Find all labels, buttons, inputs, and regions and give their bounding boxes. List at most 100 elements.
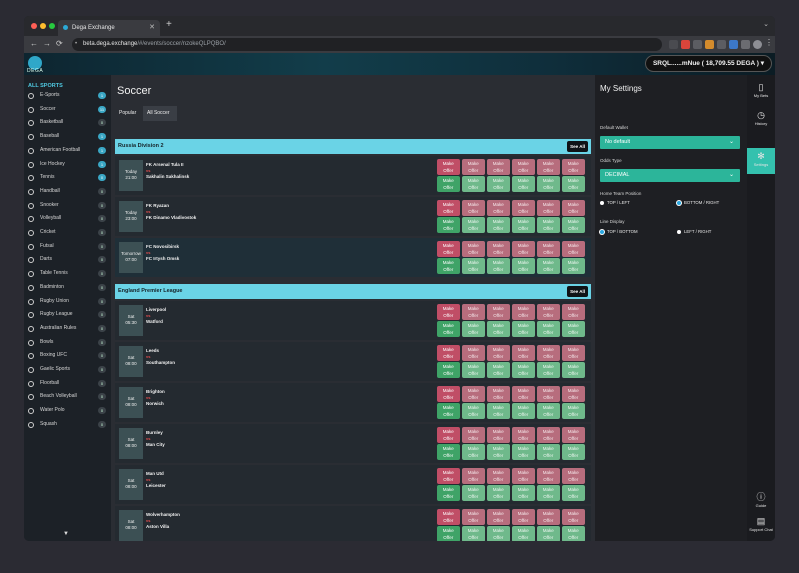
sidebar-item[interactable]: Soccer 11 — [28, 104, 108, 115]
event-teams[interactable]: FC Novosibirsk vs FC Irtysh Omsk — [146, 244, 179, 262]
extension-icon[interactable] — [681, 40, 690, 49]
back-offer-button[interactable]: Make Offer — [537, 200, 560, 216]
lay-offer-button[interactable]: Make Offer — [537, 526, 560, 541]
sidebar-item[interactable]: Basketball 0 — [28, 117, 108, 128]
wallet-dropdown[interactable]: SRQL......mNue ( 18,709.55 DEGA ) ▾ — [644, 55, 772, 72]
sidebar-item[interactable]: Squash 0 — [28, 419, 108, 430]
back-offer-button[interactable]: Make Offer — [562, 509, 585, 525]
sidebar-item[interactable]: Futsal 0 — [28, 241, 108, 252]
back-offer-button[interactable]: Make Offer — [537, 241, 560, 257]
back-offer-button[interactable]: Make Offer — [512, 427, 535, 443]
back-offer-button[interactable]: Make Offer — [462, 468, 485, 484]
lay-offer-button[interactable]: Make Offer — [462, 362, 485, 378]
back-offer-button[interactable]: Make Offer — [537, 468, 560, 484]
sidebar-item[interactable]: Handball 0 — [28, 186, 108, 197]
sidebar-item[interactable]: Rugby League 0 — [28, 309, 108, 320]
line-left-right-radio[interactable]: LEFT / RIGHT — [677, 229, 711, 235]
back-offer-button[interactable]: Make Offer — [462, 386, 485, 402]
lay-offer-button[interactable]: Make Offer — [562, 485, 585, 501]
reload-icon[interactable]: ⟳ — [56, 39, 63, 48]
event-teams[interactable]: Burnley vs Man City — [146, 430, 165, 448]
lay-offer-button[interactable]: Make Offer — [462, 176, 485, 192]
back-offer-button[interactable]: Make Offer — [487, 468, 510, 484]
back-offer-button[interactable]: Make Offer — [512, 304, 535, 320]
lay-offer-button[interactable]: Make Offer — [487, 321, 510, 337]
event-teams[interactable]: Leeds vs Southampton — [146, 348, 175, 366]
lay-offer-button[interactable]: Make Offer — [462, 217, 485, 233]
lay-offer-button[interactable]: Make Offer — [462, 321, 485, 337]
lay-offer-button[interactable]: Make Offer — [437, 485, 460, 501]
back-offer-button[interactable]: Make Offer — [437, 241, 460, 257]
lay-offer-button[interactable]: Make Offer — [537, 485, 560, 501]
sidebar-item[interactable]: Australian Rules 0 — [28, 323, 108, 334]
event-teams[interactable]: Brighton vs Norwich — [146, 389, 165, 407]
history-button[interactable]: ◷ History — [747, 107, 775, 133]
home-bottom-right-radio[interactable]: BOTTOM / RIGHT — [677, 200, 719, 206]
lay-offer-button[interactable]: Make Offer — [512, 444, 535, 460]
maximize-window-button[interactable] — [49, 23, 55, 29]
lay-offer-button[interactable]: Make Offer — [512, 362, 535, 378]
back-offer-button[interactable]: Make Offer — [462, 345, 485, 361]
address-bar[interactable]: • beta.dega.exchange/#/events/soccer/nzo… — [72, 38, 662, 51]
lay-offer-button[interactable]: Make Offer — [462, 526, 485, 541]
default-wallet-select[interactable]: No default ⌄ — [600, 136, 740, 149]
lay-offer-button[interactable]: Make Offer — [562, 176, 585, 192]
extension-icon[interactable] — [693, 40, 702, 49]
event-teams[interactable]: FK Ryazan vs FK Dinamo Vladivostok — [146, 203, 196, 221]
back-offer-button[interactable]: Make Offer — [437, 509, 460, 525]
lay-offer-button[interactable]: Make Offer — [537, 217, 560, 233]
dega-logo-icon[interactable] — [28, 56, 42, 70]
lay-offer-button[interactable]: Make Offer — [512, 217, 535, 233]
event-teams[interactable]: Wolverhampton vs Aston Villa — [146, 512, 180, 530]
new-tab-button[interactable]: + — [166, 19, 172, 30]
back-offer-button[interactable]: Make Offer — [487, 241, 510, 257]
sidebar-item[interactable]: Water Polo 0 — [28, 405, 108, 416]
back-offer-button[interactable]: Make Offer — [537, 509, 560, 525]
see-all-button[interactable]: See All — [567, 141, 588, 152]
back-offer-button[interactable]: Make Offer — [437, 427, 460, 443]
tab-popular[interactable]: Popular — [119, 110, 137, 116]
tab-search-icon[interactable]: ⌄ — [763, 21, 769, 28]
lay-offer-button[interactable]: Make Offer — [562, 258, 585, 274]
settings-button[interactable]: ✻ Settings — [747, 148, 775, 174]
back-offer-button[interactable]: Make Offer — [487, 386, 510, 402]
sidebar-item[interactable]: Darts 0 — [28, 254, 108, 265]
back-offer-button[interactable]: Make Offer — [537, 304, 560, 320]
back-offer-button[interactable]: Make Offer — [537, 427, 560, 443]
back-offer-button[interactable]: Make Offer — [462, 509, 485, 525]
lay-offer-button[interactable]: Make Offer — [487, 362, 510, 378]
lay-offer-button[interactable]: Make Offer — [537, 258, 560, 274]
sidebar-item[interactable]: Ice Hockey 1 — [28, 159, 108, 170]
lay-offer-button[interactable]: Make Offer — [487, 403, 510, 419]
back-offer-button[interactable]: Make Offer — [512, 386, 535, 402]
extension-icon[interactable] — [705, 40, 714, 49]
back-offer-button[interactable]: Make Offer — [512, 159, 535, 175]
back-offer-button[interactable]: Make Offer — [512, 509, 535, 525]
line-top-bottom-radio[interactable]: TOP / BOTTOM — [600, 229, 638, 235]
back-offer-button[interactable]: Make Offer — [437, 200, 460, 216]
back-offer-button[interactable]: Make Offer — [512, 345, 535, 361]
back-offer-button[interactable]: Make Offer — [562, 468, 585, 484]
sidebar-item[interactable]: Beach Volleyball 0 — [28, 391, 108, 402]
sidebar-item[interactable]: Baseball 1 — [28, 131, 108, 142]
extension-icon[interactable] — [717, 40, 726, 49]
back-offer-button[interactable]: Make Offer — [462, 159, 485, 175]
lay-offer-button[interactable]: Make Offer — [487, 217, 510, 233]
back-offer-button[interactable]: Make Offer — [562, 345, 585, 361]
lay-offer-button[interactable]: Make Offer — [512, 485, 535, 501]
back-arrow-icon[interactable]: ← — [30, 39, 38, 48]
lay-offer-button[interactable]: Make Offer — [462, 485, 485, 501]
lay-offer-button[interactable]: Make Offer — [462, 403, 485, 419]
back-offer-button[interactable]: Make Offer — [562, 427, 585, 443]
lay-offer-button[interactable]: Make Offer — [487, 258, 510, 274]
lay-offer-button[interactable]: Make Offer — [437, 217, 460, 233]
kebab-menu-icon[interactable]: ⋮ — [765, 38, 773, 47]
lay-offer-button[interactable]: Make Offer — [437, 444, 460, 460]
lay-offer-button[interactable]: Make Offer — [487, 485, 510, 501]
sidebar-item[interactable]: Table Tennis 0 — [28, 268, 108, 279]
lay-offer-button[interactable]: Make Offer — [437, 403, 460, 419]
sidebar-item[interactable]: Volleyball 0 — [28, 213, 108, 224]
lay-offer-button[interactable]: Make Offer — [562, 321, 585, 337]
lay-offer-button[interactable]: Make Offer — [562, 217, 585, 233]
back-offer-button[interactable]: Make Offer — [512, 200, 535, 216]
